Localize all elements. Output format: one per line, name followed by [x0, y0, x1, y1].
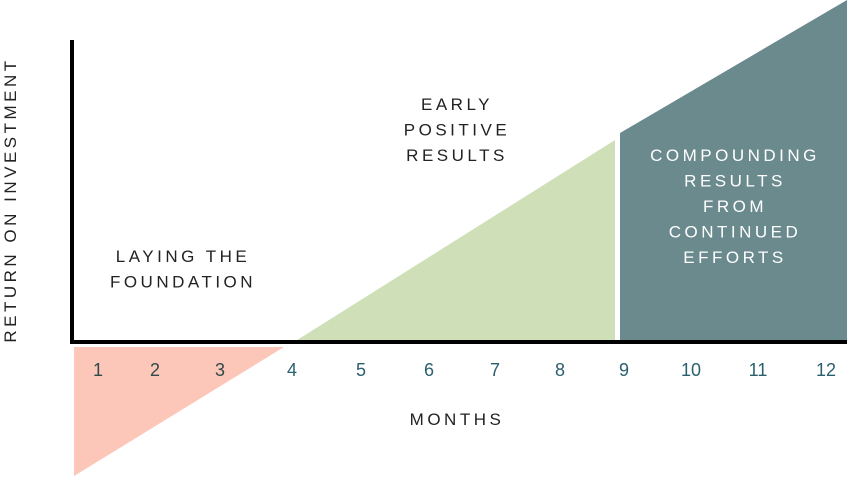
x-tick-label: 10	[681, 360, 701, 380]
region-label: CONTINUED	[669, 223, 802, 242]
region-label: LAYING THE	[116, 247, 251, 266]
region-label: RESULTS	[684, 172, 786, 191]
x-tick-label: 4	[287, 360, 297, 380]
x-tick-label: 11	[749, 360, 768, 380]
x-tick-label: 9	[619, 360, 629, 380]
x-tick-label: 6	[424, 360, 434, 380]
region-label: EFFORTS	[683, 248, 787, 267]
region-foundation	[74, 347, 284, 476]
x-tick-label: 8	[555, 360, 565, 380]
x-tick-label: 2	[150, 360, 160, 380]
x-tick-label: 1	[93, 360, 103, 380]
region-early-results	[294, 140, 615, 342]
region-label: RESULTS	[406, 146, 508, 165]
region-compounding	[620, 0, 847, 342]
x-axis-label: MONTHS	[410, 410, 505, 429]
x-tick-label: 12	[816, 360, 836, 380]
x-tick-label: 7	[490, 360, 500, 380]
region-label: EARLY	[421, 95, 493, 114]
x-tick-label: 3	[215, 360, 225, 380]
region-label: COMPOUNDING	[650, 146, 820, 165]
region-label: FROM	[703, 197, 767, 216]
x-tick-label: 5	[356, 360, 366, 380]
y-axis-label: RETURN ON INVESTMENT	[1, 57, 20, 342]
region-label: POSITIVE	[404, 121, 510, 140]
region-label: FOUNDATION	[110, 273, 256, 292]
